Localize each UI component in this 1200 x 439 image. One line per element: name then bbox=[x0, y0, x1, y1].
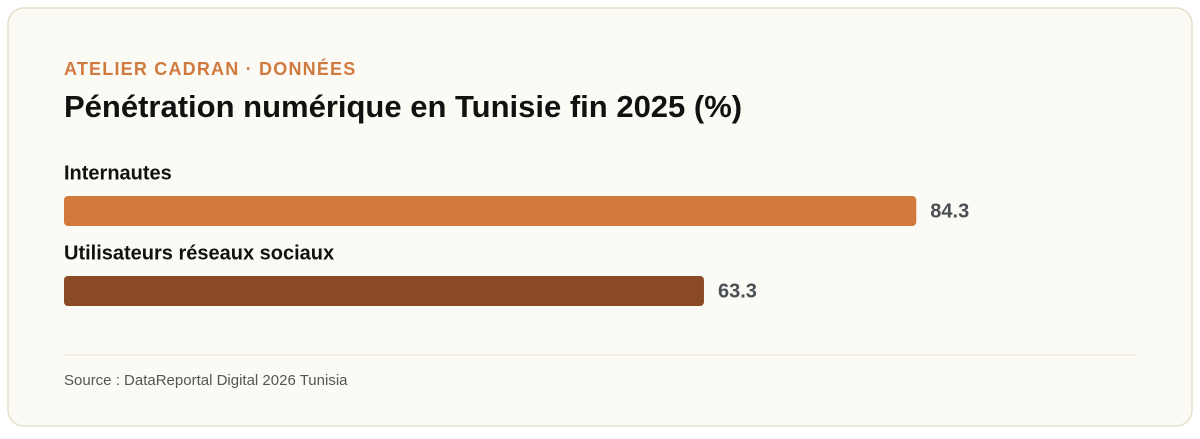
value-label: 63.3 bbox=[718, 280, 757, 302]
source: Source : DataReportal Digital 2026 Tunis… bbox=[64, 372, 348, 389]
bar bbox=[64, 276, 704, 306]
category-label: Utilisateurs réseaux sociaux bbox=[64, 242, 334, 264]
value-label: 84.3 bbox=[930, 200, 969, 222]
bar bbox=[64, 196, 917, 226]
chart-title: Pénétration numérique en Tunisie fin 202… bbox=[64, 89, 742, 124]
category-label: Internautes bbox=[64, 162, 172, 184]
kicker: ATELIER CADRAN · DONNÉES bbox=[64, 58, 356, 79]
